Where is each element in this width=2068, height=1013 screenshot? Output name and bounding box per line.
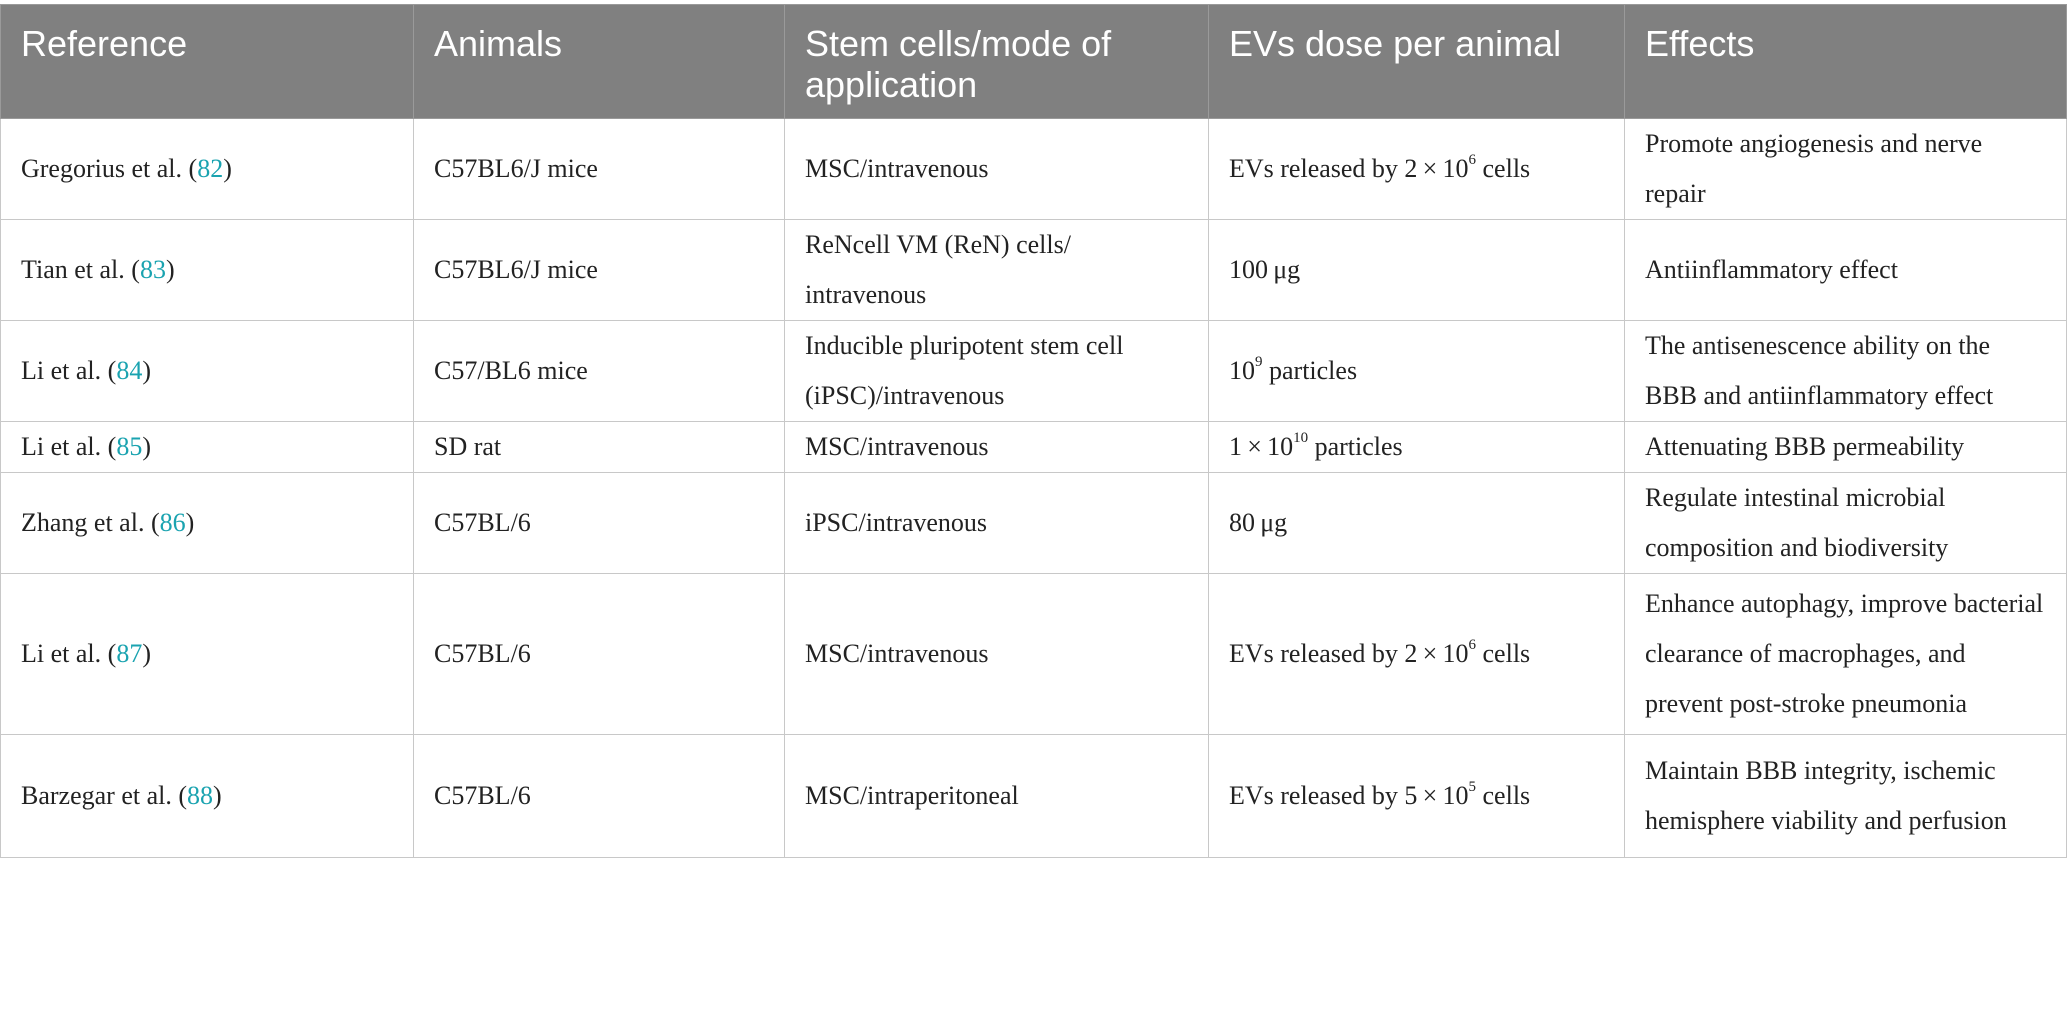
effects-cell: Antiinflammatory effect [1624,219,2067,321]
reference-cell: Gregorius et al. (82) [0,118,414,220]
header-effects: Effects [1624,4,2067,119]
dose-prefix: 10 [1229,356,1255,385]
dose-exponent: 9 [1255,354,1263,371]
animals-cell: C57/BL6 mice [413,320,785,422]
table-row: Li et al. (85) SD rat MSC/intravenous 1 … [0,421,2067,473]
reference-cell: Tian et al. (83) [0,219,414,321]
effects-cell: The antisenescence ability on the BBB an… [1624,320,2067,422]
dose-exponent: 10 [1293,430,1309,447]
dose-exponent: 5 [1468,779,1477,796]
stem-cells-cell: MSC/intravenous [784,118,1209,220]
dose-exponent: 6 [1468,637,1477,654]
citation-link[interactable]: 82 [197,154,224,183]
dose-cell: EVs released by 2 × 106 cells [1208,118,1625,220]
reference-author: Li et al. [21,639,102,668]
header-animals: Animals [413,4,785,119]
table-row: Li et al. (84) C57/BL6 mice Inducible pl… [0,320,2067,422]
stem-cells-cell: MSC/intravenous [784,421,1209,473]
animals-cell: C57BL/6 [413,472,785,574]
dose-cell: EVs released by 5 × 105 cells [1208,734,1625,858]
table-row: Tian et al. (83) C57BL6/J mice ReNcell V… [0,219,2067,321]
animals-cell: C57BL/6 [413,734,785,858]
citation-link[interactable]: 85 [116,432,143,461]
citation-link[interactable]: 84 [116,356,143,385]
reference-cell: Li et al. (84) [0,320,414,422]
effects-cell: Promote angiogenesis and nerve repair [1624,118,2067,220]
reference-author: Tian et al. [21,255,125,284]
table-row: Gregorius et al. (82) C57BL6/J mice MSC/… [0,118,2067,220]
reference-author: Li et al. [21,356,102,385]
dose-prefix: EVs released by 5 × 10 [1229,781,1469,810]
dose-cell: EVs released by 2 × 106 cells [1208,573,1625,735]
dose-prefix: EVs released by 2 × 10 [1229,639,1469,668]
dose-exponent: 6 [1468,152,1477,169]
dose-suffix: cells [1476,639,1531,668]
animals-cell: C57BL/6 [413,573,785,735]
stem-cells-cell: iPSC/intravenous [784,472,1209,574]
table-row: Barzegar et al. (88) C57BL/6 MSC/intrape… [0,734,2067,858]
reference-author: Zhang et al. [21,508,145,537]
effects-cell: Regulate intestinal microbial compositio… [1624,472,2067,574]
reference-author: Barzegar et al. [21,781,172,810]
dose-cell: 80 μg [1208,472,1625,574]
stem-cells-cell: MSC/intraperitoneal [784,734,1209,858]
table-row: Li et al. (87) C57BL/6 MSC/intravenous E… [0,573,2067,735]
effects-cell: Maintain BBB integrity, ischemic hemisph… [1624,734,2067,858]
stem-cells-cell: Inducible pluripotent stem cell (iPSC)/i… [784,320,1209,422]
table-body: Gregorius et al. (82) C57BL6/J mice MSC/… [0,118,2067,858]
dose-prefix: 100 μg [1229,255,1301,284]
stem-cells-cell: ReNcell VM (ReN) cells/ intravenous [784,219,1209,321]
reference-cell: Barzegar et al. (88) [0,734,414,858]
citation-link[interactable]: 87 [116,639,143,668]
header-stem-cells: Stem cells/mode of application [784,4,1209,119]
dose-cell: 1 × 1010 particles [1208,421,1625,473]
reference-author: Li et al. [21,432,102,461]
dose-suffix: particles [1308,432,1403,461]
citation-link[interactable]: 88 [187,781,214,810]
citation-link[interactable]: 86 [159,508,186,537]
citation-link[interactable]: 83 [139,255,166,284]
animals-cell: C57BL6/J mice [413,118,785,220]
animals-cell: C57BL6/J mice [413,219,785,321]
header-row: Reference Animals Stem cells/mode of app… [0,4,2067,119]
table-row: Zhang et al. (86) C57BL/6 iPSC/intraveno… [0,472,2067,574]
effects-cell: Enhance autophagy, improve bacterial cle… [1624,573,2067,735]
ev-dose-table: Reference Animals Stem cells/mode of app… [0,4,2067,858]
reference-cell: Li et al. (87) [0,573,414,735]
dose-prefix: 80 μg [1229,508,1288,537]
dose-suffix: particles [1262,356,1358,385]
dose-suffix: cells [1476,154,1531,183]
dose-cell: 109 particles [1208,320,1625,422]
dose-prefix: EVs released by 2 × 10 [1229,154,1469,183]
effects-cell: Attenuating BBB permeability [1624,421,2067,473]
header-dose: EVs dose per animal [1208,4,1625,119]
reference-author: Gregorius et al. [21,154,183,183]
stem-cells-cell: MSC/intravenous [784,573,1209,735]
animals-cell: SD rat [413,421,785,473]
dose-cell: 100 μg [1208,219,1625,321]
reference-cell: Li et al. (85) [0,421,414,473]
table-header: Reference Animals Stem cells/mode of app… [0,4,2067,119]
reference-cell: Zhang et al. (86) [0,472,414,574]
dose-suffix: cells [1476,781,1531,810]
dose-prefix: 1 × 10 [1229,432,1294,461]
header-reference: Reference [0,4,414,119]
